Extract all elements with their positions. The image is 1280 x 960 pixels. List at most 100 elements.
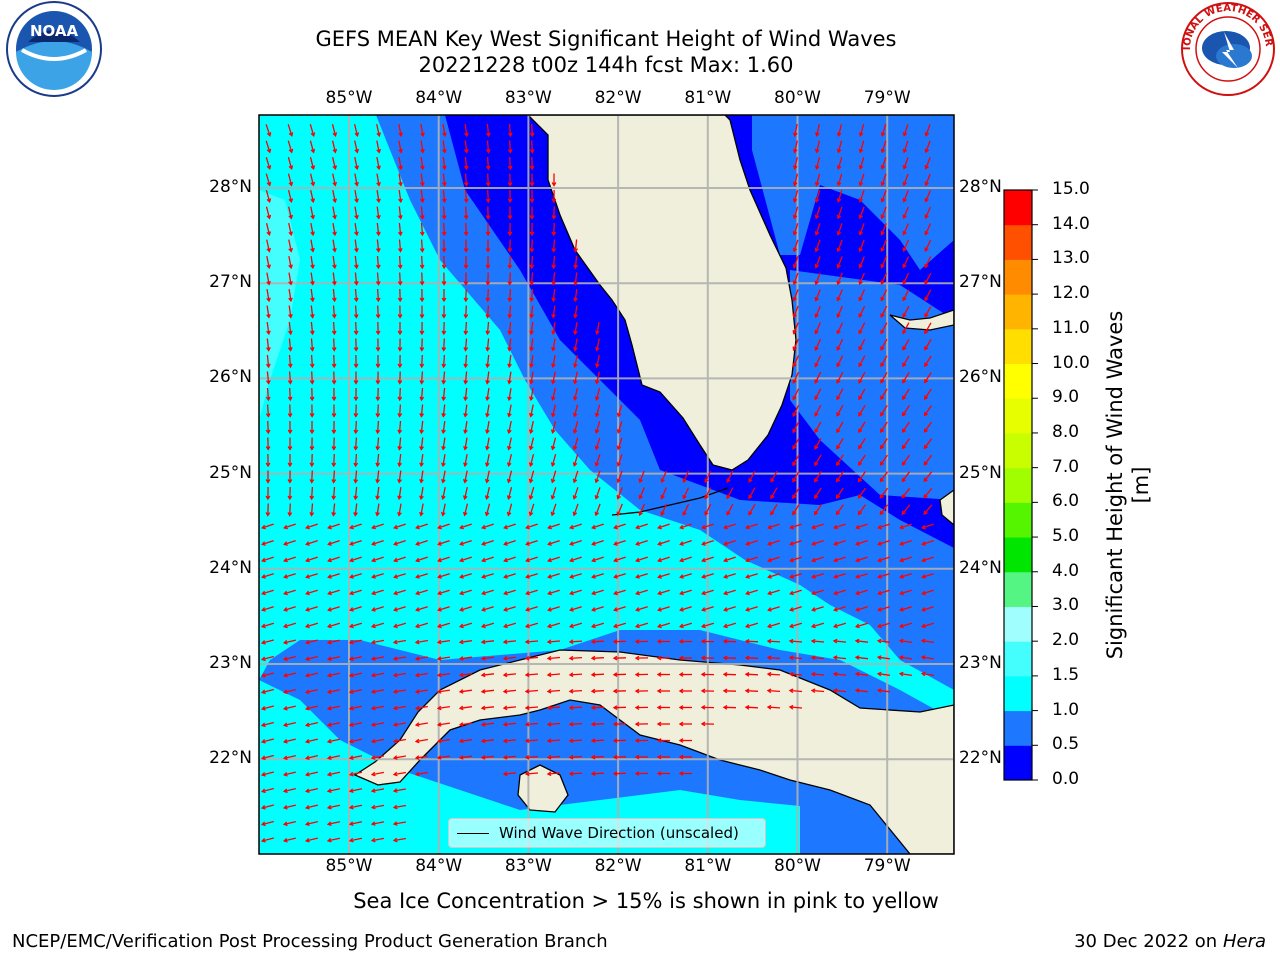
wind-arrow [745,690,759,692]
wind-arrow [811,656,825,660]
wind-arrow-head [419,248,425,253]
wind-arrow-head [568,672,574,678]
wind-arrow-head [348,821,354,827]
wind-arrow [859,140,865,153]
wind-arrow [332,189,336,203]
wind-arrow [393,639,407,644]
wind-arrow [902,256,910,268]
wind-arrow [836,388,844,400]
map-gridlines [259,115,954,854]
wind-arrow [327,738,341,743]
wind-arrow [415,705,429,710]
wind-arrow [481,706,495,709]
wind-arrow [266,305,270,318]
wind-arrow-head [327,524,332,530]
wind-arrow [925,206,931,219]
wind-arrow-head [792,264,798,269]
wind-arrow-head [902,395,907,401]
wind-arrow-head [635,590,640,596]
wind-arrow [855,689,869,693]
wind-arrow-head [309,363,315,369]
wind-arrow [574,255,578,269]
wind-arrow [306,589,318,595]
wind-arrow-head [814,280,820,286]
wind-arrow-head [414,705,420,711]
wind-arrow-head [594,379,600,385]
wind-arrow-head [879,494,884,499]
wind-arrow [858,322,866,334]
wind-arrow [398,437,402,450]
wind-arrow-head [594,511,600,517]
wind-arrow-head [789,541,794,546]
wind-arrow [420,404,424,417]
wind-arrow-head [814,198,820,204]
wind-arrow-head [353,297,359,303]
wind-arrow-head [261,590,266,596]
wind-arrow-head [282,706,288,711]
wind-arrow-head [266,264,272,270]
wind-arrow [530,255,534,269]
wind-arrow-head [397,446,403,451]
wind-arrow-head [748,511,753,516]
wind-arrow [880,338,888,351]
wind-arrow-head [288,313,293,319]
wind-arrow-head [924,148,930,154]
wind-arrow-head [309,512,315,517]
wind-arrow-head [814,379,819,385]
wind-arrow-head [767,541,772,546]
wind-arrow-head [371,541,376,546]
wind-arrow [284,837,296,842]
wind-arrow-head [656,754,662,760]
wind-arrow-head [854,688,860,693]
wind-arrow [306,721,318,727]
wind-arrow [394,539,406,546]
wind-arrow [881,223,887,235]
wind-arrow-head [370,705,376,711]
wind-arrow [574,305,578,318]
wind-arrow [372,539,384,546]
wind-arrow-head [376,148,382,154]
wind-arrow-head [349,574,354,579]
wind-arrow-head [375,446,381,451]
wind-arrow [902,372,910,383]
wind-arrow-head [880,346,885,351]
wind-arrow-head [309,495,315,501]
wind-arrow [856,622,868,628]
wind-arrow [288,354,292,368]
lon-label-bottom: 81°W [684,856,732,876]
wind-arrow-head [529,215,535,220]
wind-arrow-head [331,462,337,468]
wind-arrow-head [594,412,600,418]
wind-arrow-head [397,248,403,253]
wind-arrow [859,239,865,252]
wind-arrow-head [458,639,464,645]
colorbar-swatch [1004,675,1032,712]
wind-arrow [266,322,270,334]
wind-arrow [508,404,512,417]
wind-arrow [570,622,582,628]
wind-arrow [486,470,490,483]
credit-date-text: 30 Dec 2022 on [1074,931,1218,952]
wind-arrow [574,289,578,301]
wind-arrow-head [371,524,376,530]
wind-arrow [814,338,822,351]
wind-arrow [267,420,269,434]
wind-arrow [901,454,911,466]
wind-arrow-head [700,655,706,661]
wind-arrow-head [529,149,535,154]
wind-arrow [900,606,912,611]
wind-arrow-head [814,395,819,401]
wind-arrow-head [635,541,640,546]
wind-arrow-head [767,524,772,530]
wind-arrow [591,756,605,758]
wind-arrow [790,589,802,595]
wind-arrow [350,622,362,628]
wind-arrow-head [507,412,512,418]
wind-arrow-head [441,413,446,418]
wind-arrow [530,123,534,137]
wind-arrow [327,804,341,809]
wind-arrow [591,673,605,676]
wind-arrow-head [550,462,556,468]
wind-arrow [526,539,538,546]
wind-arrow-head [375,363,381,369]
